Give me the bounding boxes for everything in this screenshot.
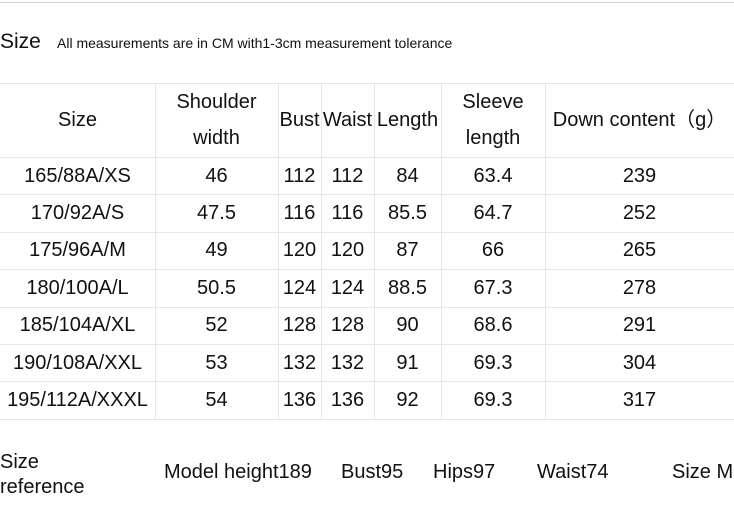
reference-item: Hips97	[433, 461, 496, 483]
table-cell: 120	[330, 239, 365, 262]
table-cell: 84	[396, 164, 419, 187]
table-cell: 92	[396, 389, 419, 412]
col-line	[441, 83, 442, 419]
row-line	[0, 381, 734, 383]
table-cell: 120	[282, 239, 317, 262]
table-cell: 112	[331, 164, 364, 187]
table-cell: 291	[622, 314, 657, 337]
table-cell: 112	[283, 164, 316, 187]
row-line	[0, 306, 734, 308]
table-cell: 239	[622, 164, 657, 187]
table-cell: 252	[622, 202, 657, 225]
table-cell: 136	[282, 389, 317, 412]
column-header: Waist	[322, 109, 373, 131]
row-line	[0, 231, 734, 233]
table-cell: 53	[205, 351, 228, 374]
column-header: Shoulder width	[176, 91, 257, 149]
table-cell: 68.6	[473, 314, 513, 337]
table-cell: 128	[282, 314, 317, 337]
table-cell: 128	[330, 314, 365, 337]
table-cell: 136	[330, 389, 365, 412]
reference-item: Bust95	[341, 461, 404, 483]
table-cell: 124	[330, 276, 365, 299]
top-rule	[0, 2, 734, 3]
table-cell: 132	[282, 351, 317, 374]
table-cell: 190/108A/XXL	[13, 351, 142, 374]
reference-item: Model height189	[164, 461, 312, 483]
table-cell: 278	[622, 276, 657, 299]
table-cell: 46	[205, 164, 228, 187]
reference-label: Size reference	[0, 451, 85, 498]
row-line	[0, 157, 734, 158]
row-line	[0, 344, 734, 345]
table-cell: 88.5	[388, 276, 427, 299]
column-header: Down content（g）	[552, 109, 727, 131]
table-cell: 91	[396, 351, 419, 374]
table-cell: 195/112A/XXXL	[7, 389, 148, 412]
row-line	[0, 418, 734, 420]
table-cell: 49	[205, 239, 228, 262]
table-cell: 132	[330, 351, 365, 374]
table-cell: 265	[622, 239, 657, 262]
col-line	[278, 83, 279, 419]
title: Size	[0, 30, 41, 53]
reference-item: Waist74	[537, 461, 609, 483]
col-line	[374, 83, 375, 419]
column-header: Bust	[279, 109, 320, 131]
row-line	[0, 83, 734, 84]
table-cell: 69.3	[473, 351, 513, 374]
table-cell: 47.5	[197, 202, 236, 225]
table-cell: 180/100A/L	[26, 276, 129, 299]
table-cell: 170/92A/S	[30, 202, 125, 225]
table-cell: 66	[481, 239, 505, 262]
table-cell: 124	[282, 276, 317, 299]
table-cell: 116	[283, 202, 316, 225]
table-cell: 304	[622, 351, 657, 374]
column-header: Size	[58, 109, 97, 131]
table-cell: 85.5	[388, 202, 427, 225]
table-cell: 52	[205, 314, 228, 337]
table-cell: 64.7	[473, 202, 513, 225]
table-cell: 63.4	[473, 164, 513, 187]
note: All measurements are in CM with1-3cm mea…	[57, 35, 453, 51]
table-cell: 165/88A/XS	[24, 164, 131, 187]
table-cell: 90	[396, 314, 419, 337]
column-header: Sleeve length	[462, 91, 524, 149]
table-cell: 116	[331, 202, 364, 225]
table-cell: 185/104A/XL	[19, 314, 136, 337]
table-cell: 50.5	[197, 276, 236, 299]
table-cell: 175/96A/M	[29, 239, 126, 262]
table-cell: 54	[205, 389, 228, 412]
row-line	[0, 194, 734, 196]
table-cell: 317	[622, 389, 657, 412]
table-cell: 67.3	[473, 276, 513, 299]
table-cell: 69.3	[473, 389, 513, 412]
col-line	[321, 83, 322, 419]
col-line	[545, 83, 546, 419]
reference-item: Size M	[672, 461, 734, 483]
row-line	[0, 269, 734, 271]
col-line	[155, 83, 156, 419]
table-cell: 87	[396, 239, 419, 262]
column-header: Length	[376, 109, 439, 131]
